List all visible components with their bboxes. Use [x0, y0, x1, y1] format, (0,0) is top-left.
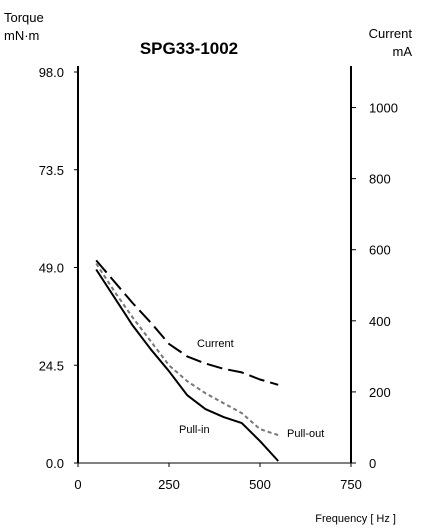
left-axis-unit: mN·m: [4, 28, 39, 43]
left-tick-label: 0.0: [46, 456, 64, 471]
right-tick-label: 600: [369, 243, 391, 258]
right-axis-label: Current: [369, 26, 413, 41]
left-tick-label: 73.5: [39, 163, 64, 178]
x-tick-label: 250: [158, 477, 180, 492]
chart-title: SPG33-1002: [140, 39, 238, 58]
left-tick-label: 24.5: [39, 358, 64, 373]
left-axis-ticks: 0.0 24.5 49.0 73.5 98.0: [39, 65, 78, 471]
x-tick-label: 750: [340, 477, 362, 492]
x-axis-label: Frequency [ Hz ]: [315, 513, 396, 525]
left-axis-label: Torque: [4, 10, 44, 25]
right-tick-label: 200: [369, 385, 391, 400]
left-tick-label: 98.0: [39, 65, 64, 80]
label-pull-out: Pull-out: [287, 428, 324, 440]
x-tick-label: 500: [249, 477, 271, 492]
x-tick-label: 0: [74, 477, 81, 492]
left-tick-label: 49.0: [39, 261, 64, 276]
right-tick-label: 400: [369, 314, 391, 329]
label-current: Current: [197, 338, 234, 350]
right-axis-ticks: 0 200 400 600 800 1000: [351, 101, 398, 471]
right-axis-unit: mA: [393, 44, 413, 59]
right-tick-label: 1000: [369, 101, 398, 116]
series-current-line: [96, 260, 278, 384]
series-pull-out-line: [96, 264, 278, 436]
label-pull-in: Pull-in: [179, 424, 210, 436]
right-tick-label: 800: [369, 172, 391, 187]
right-tick-label: 0: [369, 456, 376, 471]
x-axis-ticks: 0 250 500 750: [74, 463, 361, 492]
